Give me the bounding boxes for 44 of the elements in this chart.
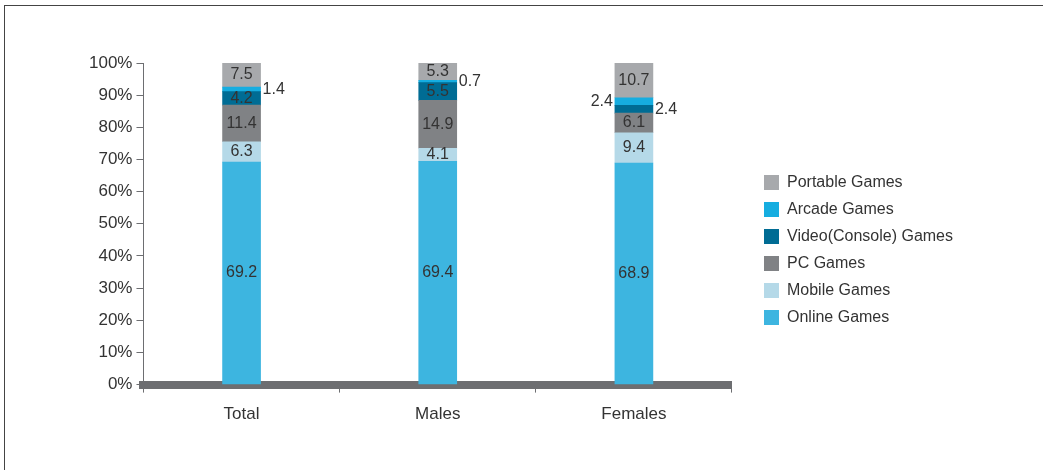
data-label: 4.2 <box>230 88 253 106</box>
data-label: 5.3 <box>426 62 449 80</box>
legend-label: Video(Console) Games <box>786 226 954 244</box>
legend-label: Portable Games <box>786 172 903 190</box>
legend-label: Arcade Games <box>786 199 894 217</box>
legend-label: Mobile Games <box>786 280 891 298</box>
y-tick-label: 40% <box>98 245 133 265</box>
data-label: 69.2 <box>225 263 258 281</box>
bar <box>418 161 458 385</box>
bar <box>614 97 654 106</box>
data-label: 7.5 <box>230 65 253 83</box>
y-tick-label: 20% <box>98 309 133 329</box>
data-label: 2.4 <box>590 92 613 109</box>
bar <box>222 161 261 385</box>
data-label: 2.4 <box>654 99 678 117</box>
data-label: 4.1 <box>426 145 449 163</box>
data-label: 11.4 <box>226 113 257 131</box>
y-tick-label: 30% <box>98 277 133 297</box>
data-label: 6.3 <box>230 142 253 160</box>
data-label: 14.9 <box>422 114 454 132</box>
y-tick-label: 0% <box>107 374 133 394</box>
bar <box>614 105 654 114</box>
bar <box>614 162 654 385</box>
data-label: 69.4 <box>422 263 454 281</box>
data-label: 68.9 <box>618 263 650 281</box>
y-tick-label: 80% <box>98 117 133 137</box>
y-tick-label: 10% <box>98 342 133 362</box>
y-tick-label: 60% <box>98 181 133 201</box>
data-label: 6.1 <box>622 113 646 131</box>
y-tick-label: 70% <box>98 149 133 169</box>
x-tick-label: Males <box>415 404 461 424</box>
data-label: 0.7 <box>458 71 482 89</box>
x-tick-label: Total <box>223 404 260 424</box>
data-label: 10.7 <box>618 70 650 88</box>
legend-label: Online Games <box>786 307 890 325</box>
data-label: 1.4 <box>262 79 285 97</box>
y-tick-label: 90% <box>98 84 133 104</box>
bar <box>418 99 458 149</box>
data-label: 5.5 <box>426 81 449 99</box>
y-tick-label: 50% <box>98 213 133 233</box>
y-tick-label: 100% <box>89 52 133 72</box>
data-label: 9.4 <box>622 138 646 156</box>
legend-label: PC Games <box>786 253 866 271</box>
x-tick-label: Females <box>601 404 667 424</box>
